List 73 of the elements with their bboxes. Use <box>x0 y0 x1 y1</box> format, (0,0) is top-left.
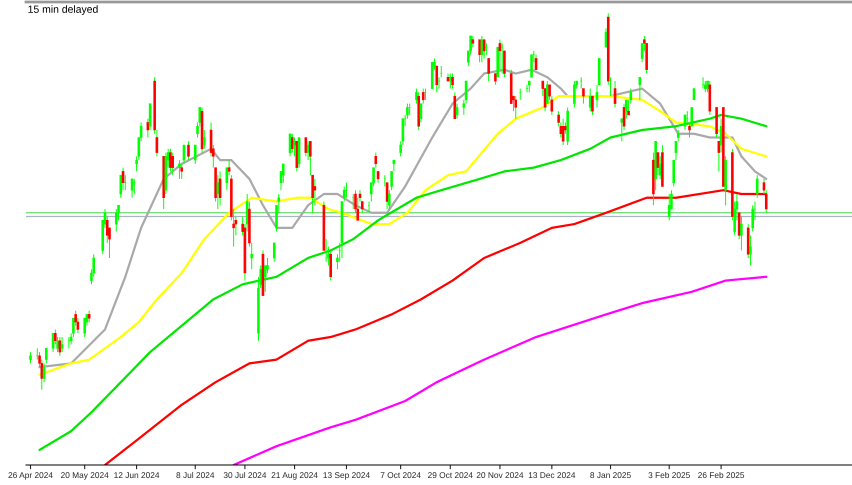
candlestick <box>122 167 124 191</box>
candlestick <box>604 28 608 48</box>
candlestick <box>311 174 314 214</box>
candlestick <box>573 80 576 108</box>
candlestick <box>266 257 269 274</box>
x-tick-label: 8 Jan 2025 <box>590 472 631 478</box>
x-tick-label: 21 Aug 2024 <box>272 472 318 480</box>
candlestick <box>182 144 186 164</box>
candlestick <box>472 35 474 48</box>
x-tick-label: 20 May 2024 <box>61 472 109 480</box>
candlestick <box>45 348 48 364</box>
candlestick <box>329 250 332 282</box>
candlestick <box>638 76 642 100</box>
candlestick <box>293 137 296 157</box>
candlestick <box>582 88 585 104</box>
candlestick <box>52 332 54 353</box>
x-tick-label: 20 Nov 2024 <box>476 472 524 478</box>
x-tick-label: 3 Feb 2025 <box>648 472 690 478</box>
candlestick <box>178 160 181 180</box>
candlestick <box>114 208 118 232</box>
candlestick <box>29 352 32 364</box>
candlestick <box>451 73 454 90</box>
candlestick <box>487 58 490 82</box>
candlestick <box>668 193 670 221</box>
chart-title: 15 min delayed <box>28 5 98 15</box>
candlestick <box>282 163 285 184</box>
candlestick <box>60 336 64 353</box>
candlestick <box>756 174 759 198</box>
candlestick <box>171 152 174 176</box>
x-tick-label: 13 Dec 2024 <box>528 472 576 478</box>
candlestick <box>740 216 743 251</box>
candlestick <box>614 80 616 108</box>
candlestick <box>684 114 686 130</box>
candlestick <box>135 156 138 172</box>
candlestick <box>288 133 292 157</box>
x-tick-label: 8 Jul 2024 <box>176 472 214 478</box>
candlestick <box>420 103 422 123</box>
candlestick <box>480 35 484 63</box>
candlestick <box>388 190 391 210</box>
candlestick <box>596 84 598 108</box>
x-tick-label: 13 Sep 2024 <box>323 472 370 480</box>
candlestick <box>130 178 134 198</box>
candlestick <box>194 144 197 164</box>
candlestick <box>514 96 518 120</box>
candlestick <box>58 336 62 356</box>
candlestick <box>70 332 72 346</box>
candlestick <box>692 88 696 100</box>
candlestick <box>562 118 564 146</box>
x-tick-label: 7 Oct 2024 <box>380 472 421 478</box>
candlestick <box>291 133 294 154</box>
x-tick-label: 26 Feb 2025 <box>698 472 744 478</box>
x-tick-label: 12 Jun 2024 <box>114 472 160 478</box>
candlestick <box>88 310 90 322</box>
candlestick <box>83 318 86 338</box>
x-tick-label: 30 Jul 2024 <box>224 472 266 478</box>
candlestick <box>272 242 276 262</box>
candlestick <box>530 54 533 78</box>
candlestick <box>309 140 312 176</box>
candlestick <box>440 66 443 78</box>
x-tick-label: 29 Oct 2024 <box>428 472 473 478</box>
candlestick <box>399 140 402 157</box>
candlestick <box>672 160 676 187</box>
candlestick <box>456 103 458 120</box>
candlestick <box>180 163 184 180</box>
candlestick <box>462 99 466 116</box>
candlestick <box>422 88 424 104</box>
candlestick <box>202 130 206 150</box>
candlestick <box>482 39 486 59</box>
candlestick <box>304 137 308 157</box>
candlestick <box>374 152 378 168</box>
candlestick <box>751 204 754 232</box>
candlestick <box>528 80 531 93</box>
x-tick-label: 26 Apr 2024 <box>8 472 53 480</box>
